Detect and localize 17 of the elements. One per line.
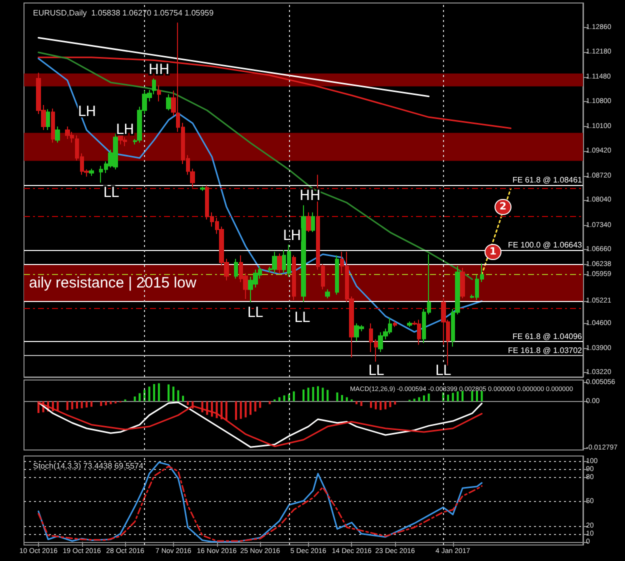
ref-line-label: FE 100.0 @ 1.06643 xyxy=(508,240,583,250)
text: EURUSD,Daily 1.05838 1.06270 1.05754 1.05959 xyxy=(33,8,214,18)
annotation: LL xyxy=(294,310,310,326)
annotation: HH xyxy=(148,62,170,78)
ref-line-label: FE 161.8 @ 1.03702 xyxy=(508,346,583,355)
annotation: LL xyxy=(247,305,263,321)
annotation: 2 xyxy=(500,202,507,212)
annotation: LL xyxy=(368,363,384,379)
band-label: aily resistance | 2015 low xyxy=(29,274,196,292)
ref-line-label: FE 61.8 @ 1.04096 xyxy=(512,332,583,341)
annotation: LL xyxy=(103,185,119,201)
annotation: LL xyxy=(435,363,451,379)
annotation: 1 xyxy=(490,246,497,258)
ref-line-label: FE 61.8 @ 1.08461 xyxy=(512,176,583,185)
annotation: LH xyxy=(116,122,134,138)
annotation: LH xyxy=(282,228,302,244)
text: Stoch(14,3,3) 73.4438 69.5574 xyxy=(33,462,144,470)
